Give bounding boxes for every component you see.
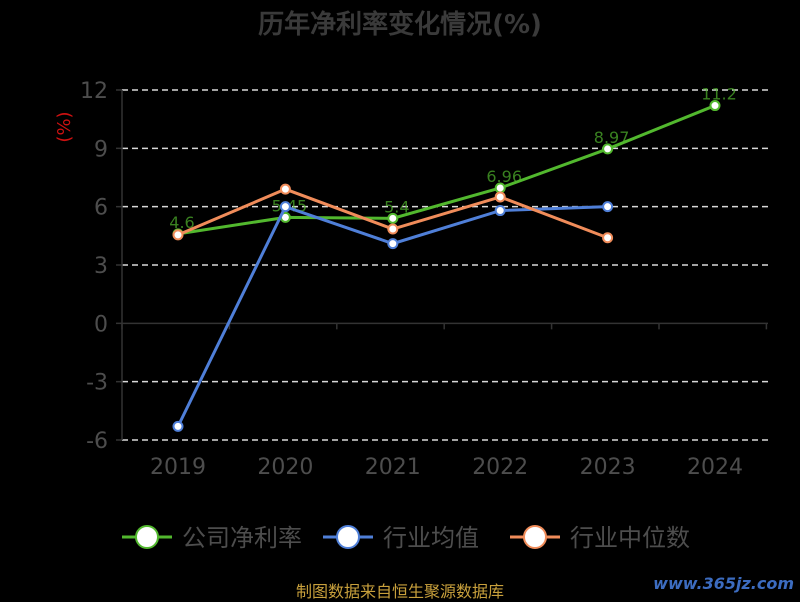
y-tick-label: -3 [86,371,108,396]
watermark: www.365jz.com [653,574,794,593]
source-note: 制图数据来自恒生聚源数据库 [295,582,504,601]
data-label: 11.2 [701,85,737,104]
y-tick-label: -6 [86,429,108,454]
data-point [602,201,614,213]
y-tick-label: 12 [80,79,108,104]
data-point [494,205,506,217]
data-point [709,100,721,112]
y-tick-labels: -6 -3 0 3 6 9 12 [80,79,108,454]
x-tick-label: 2024 [687,455,743,480]
x-tick-label: 2019 [150,455,206,480]
x-tick-label: 2020 [257,455,313,480]
legend-item-2: 行业中位数 [510,524,690,552]
y-tick-label: 9 [94,137,108,162]
y-tick-label: 3 [94,254,108,279]
data-label: 8.97 [594,128,630,147]
data-point [172,420,184,432]
legend-label: 公司净利率 [182,524,302,552]
data-point [279,183,291,195]
x-tick-label: 2021 [365,455,421,480]
series-line [177,104,716,236]
data-point [279,201,291,213]
y-axis-unit-label: (%) [54,111,75,142]
legend-item-1: 行业均值 [323,524,479,552]
data-label: 4.6 [169,213,194,232]
data-label: 6.96 [486,167,522,186]
y-tick-label: 0 [94,312,108,337]
legend-item-0: 公司净利率 [122,524,302,552]
data-point [602,143,614,155]
legend-swatch-marker [135,525,159,549]
data-point [387,212,399,224]
legend-label: 行业均值 [383,524,479,552]
grid-lines [122,89,768,441]
x-tick-labels: 2019 2020 2021 2022 2023 2024 [150,455,743,480]
data-point [494,191,506,203]
chart-title: 历年净利率变化情况(%) [258,10,542,40]
y-tick-label: 6 [94,196,108,221]
data-point [387,223,399,235]
data-point [172,229,184,241]
series-1 [172,201,614,432]
legend-swatch-marker [523,525,547,549]
legend: 公司净利率 行业均值 行业中位数 [122,524,690,552]
data-point [602,232,614,244]
x-tick-label: 2023 [580,455,636,480]
data-label: 5.4 [384,197,409,216]
legend-swatch-marker [336,525,360,549]
data-point [387,238,399,250]
series-2 [172,183,614,244]
legend-label: 行业中位数 [570,524,690,552]
x-tick-label: 2022 [472,455,528,480]
